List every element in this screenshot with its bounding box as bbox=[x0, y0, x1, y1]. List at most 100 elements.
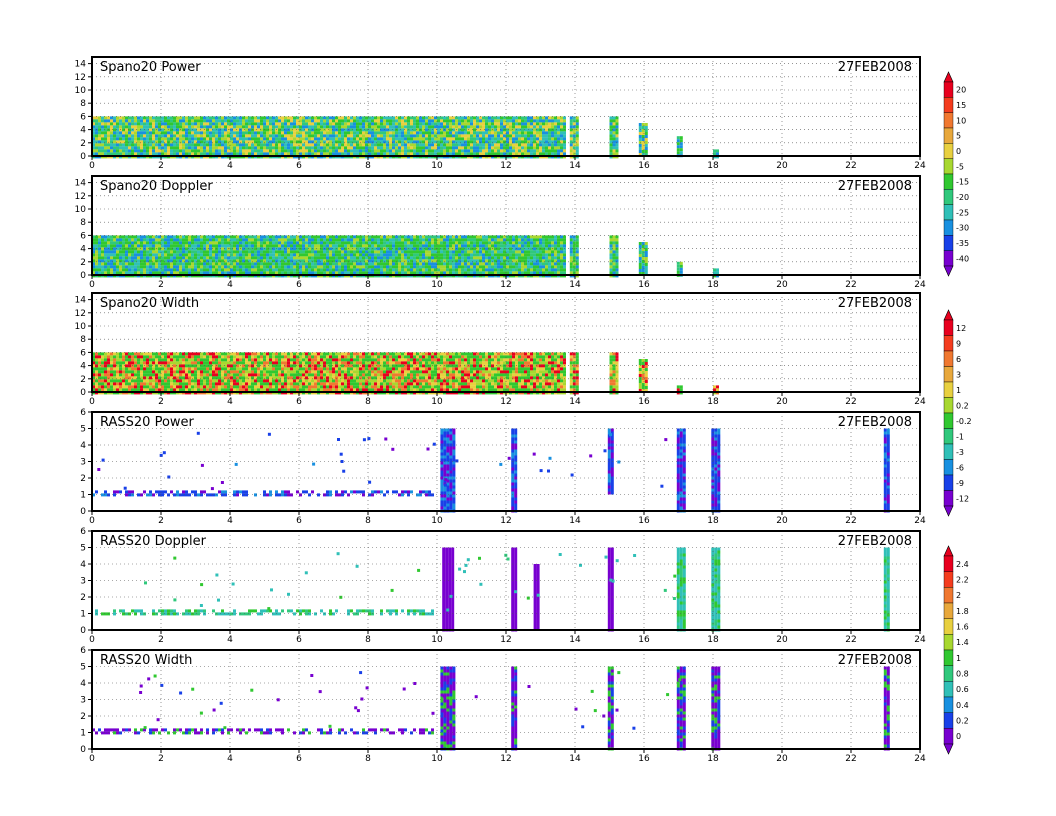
x-tick-label: 0 bbox=[89, 161, 95, 171]
data-cell bbox=[134, 131, 137, 135]
data-cell bbox=[557, 137, 560, 141]
data-cell bbox=[449, 137, 452, 141]
data-cell bbox=[434, 143, 437, 147]
data-cell bbox=[209, 134, 212, 138]
data-cell bbox=[161, 116, 164, 120]
data-cell bbox=[107, 256, 110, 260]
data-cell bbox=[386, 247, 389, 251]
data-cell bbox=[260, 253, 263, 257]
data-cell bbox=[350, 256, 353, 260]
data-cell bbox=[164, 244, 167, 248]
data-cell bbox=[491, 125, 494, 129]
data-cell bbox=[482, 134, 485, 138]
data-cell bbox=[455, 244, 458, 248]
data-cell bbox=[503, 256, 506, 260]
data-cell bbox=[311, 119, 314, 123]
data-cell bbox=[95, 235, 98, 239]
data-cell bbox=[266, 235, 269, 239]
data-cell bbox=[269, 259, 272, 263]
data-cell bbox=[125, 361, 128, 365]
data-cell bbox=[530, 250, 533, 254]
data-cell bbox=[242, 119, 245, 123]
data-cell bbox=[200, 131, 203, 135]
data-cell bbox=[266, 256, 269, 260]
data-cell bbox=[122, 388, 125, 392]
data-cell bbox=[119, 244, 122, 248]
data-cell bbox=[374, 262, 377, 266]
data-cell bbox=[452, 262, 455, 266]
data-cell bbox=[509, 116, 512, 120]
data-cell bbox=[452, 122, 455, 126]
data-cell bbox=[413, 137, 416, 141]
data-cell bbox=[203, 122, 206, 126]
panel-grid bbox=[92, 176, 920, 275]
data-cell bbox=[311, 131, 314, 135]
data-cell bbox=[263, 143, 266, 147]
data-cell bbox=[557, 134, 560, 138]
data-cell bbox=[335, 134, 338, 138]
data-cell bbox=[365, 134, 368, 138]
data-cell bbox=[374, 259, 377, 263]
data-cell bbox=[338, 259, 341, 263]
data-cell bbox=[245, 268, 248, 272]
data-cell bbox=[641, 144, 645, 147]
data-cell bbox=[524, 119, 527, 123]
data-cell bbox=[609, 259, 613, 263]
data-cell bbox=[443, 149, 446, 153]
data-cell bbox=[395, 271, 398, 275]
data-cell bbox=[170, 244, 173, 248]
data-cell bbox=[101, 355, 104, 359]
data-cell bbox=[461, 259, 464, 263]
data-cell bbox=[254, 116, 257, 120]
data-cell bbox=[233, 265, 236, 269]
data-cell bbox=[344, 247, 347, 251]
data-cell bbox=[128, 119, 131, 123]
data-cell bbox=[257, 235, 260, 239]
data-cell bbox=[260, 140, 263, 144]
data-cell bbox=[572, 238, 576, 242]
data-cell bbox=[458, 125, 461, 129]
data-cell bbox=[284, 244, 287, 248]
data-cell bbox=[311, 152, 314, 156]
data-cell bbox=[494, 241, 497, 245]
data-cell bbox=[101, 364, 104, 368]
data-cell bbox=[359, 125, 362, 129]
data-cell bbox=[533, 140, 536, 144]
data-cell bbox=[215, 140, 218, 144]
data-cell bbox=[572, 256, 576, 260]
data-cell bbox=[323, 146, 326, 150]
data-cell bbox=[503, 143, 506, 147]
data-cell bbox=[398, 119, 401, 123]
data-cell bbox=[542, 128, 545, 132]
data-cell bbox=[572, 259, 576, 263]
data-cell bbox=[575, 247, 579, 251]
data-cell bbox=[518, 137, 521, 141]
data-cell bbox=[569, 152, 573, 156]
data-cell bbox=[500, 131, 503, 135]
data-cell bbox=[425, 131, 428, 135]
data-cell bbox=[173, 116, 176, 120]
data-cell bbox=[572, 271, 576, 275]
data-cell bbox=[371, 253, 374, 257]
y-tick-label: 8 bbox=[80, 218, 86, 228]
data-cell bbox=[284, 134, 287, 138]
data-cell bbox=[536, 140, 539, 144]
data-cell bbox=[644, 242, 648, 245]
data-cell bbox=[98, 271, 101, 275]
data-cell bbox=[326, 238, 329, 242]
data-cell bbox=[221, 119, 224, 123]
data-cell bbox=[641, 138, 645, 141]
data-cell bbox=[242, 253, 245, 257]
data-cell bbox=[182, 143, 185, 147]
data-cell bbox=[371, 143, 374, 147]
data-cell bbox=[122, 125, 125, 129]
data-cell bbox=[515, 149, 518, 153]
data-cell bbox=[311, 259, 314, 263]
data-cell bbox=[113, 247, 116, 251]
data-cell bbox=[377, 143, 380, 147]
data-cell bbox=[230, 238, 233, 242]
data-cell bbox=[470, 244, 473, 248]
data-cell bbox=[332, 271, 335, 275]
data-cell bbox=[248, 262, 251, 266]
data-cell bbox=[206, 137, 209, 141]
